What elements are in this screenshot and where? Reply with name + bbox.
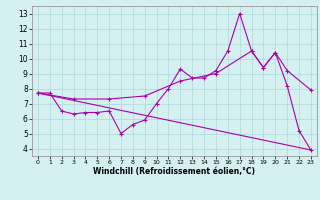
X-axis label: Windchill (Refroidissement éolien,°C): Windchill (Refroidissement éolien,°C) [93,167,255,176]
